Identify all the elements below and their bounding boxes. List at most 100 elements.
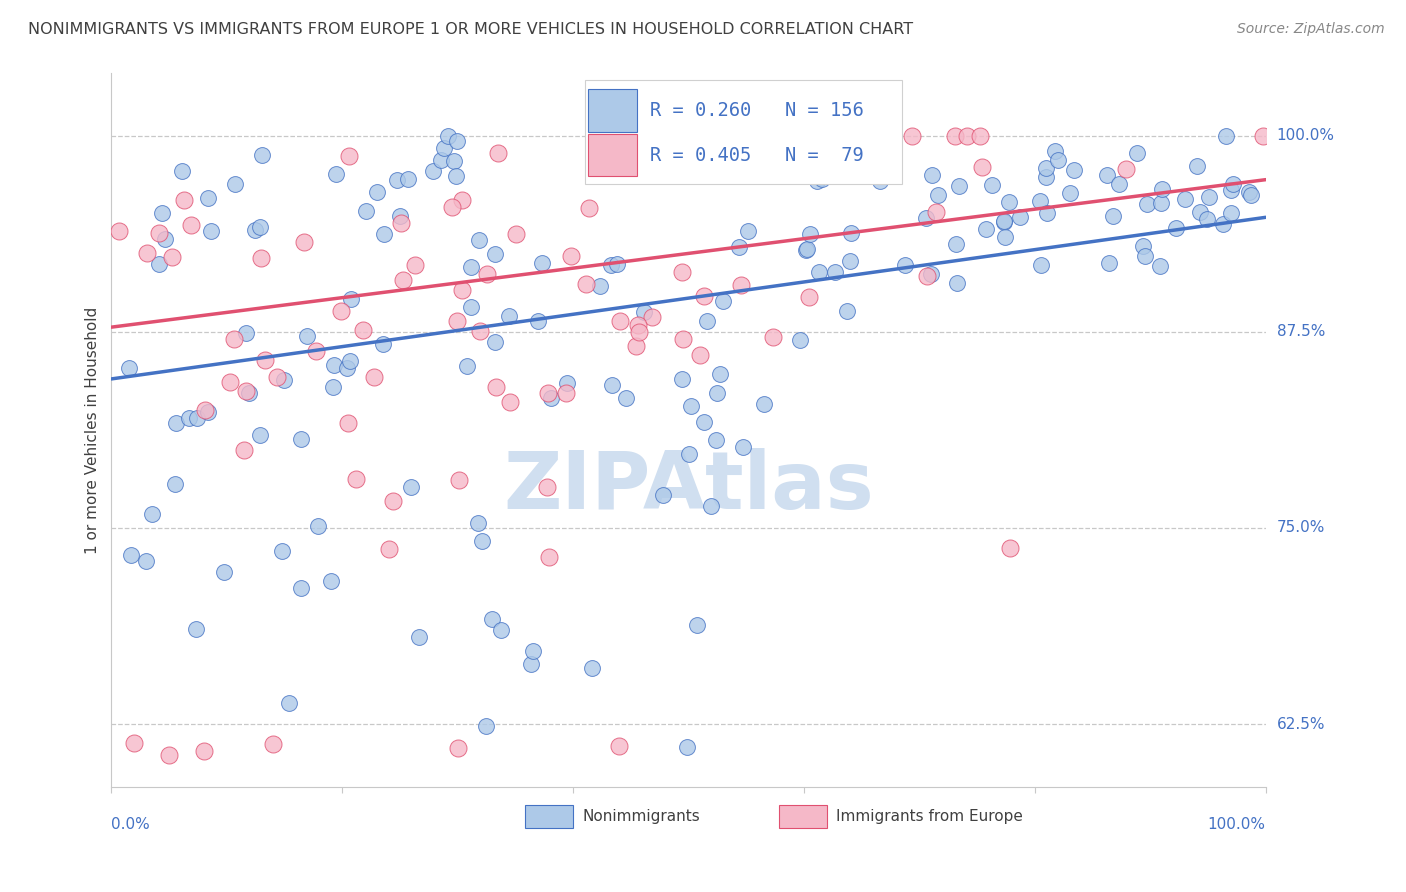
- Point: [681, 128, 703, 143]
- Point: [945, 276, 967, 290]
- Point: [446, 314, 468, 328]
- Point: [1174, 192, 1197, 206]
- Point: [385, 173, 408, 187]
- Point: [915, 211, 938, 225]
- Point: [600, 258, 623, 272]
- Point: [340, 292, 363, 306]
- Text: 62.5%: 62.5%: [1277, 716, 1326, 731]
- Point: [484, 380, 506, 394]
- Point: [197, 404, 219, 418]
- Point: [295, 329, 318, 343]
- Point: [254, 352, 277, 367]
- Point: [193, 402, 215, 417]
- Point: [1101, 209, 1123, 223]
- Point: [377, 541, 399, 556]
- Point: [339, 354, 361, 368]
- Point: [709, 367, 731, 381]
- Point: [671, 264, 693, 278]
- Point: [323, 358, 346, 372]
- FancyBboxPatch shape: [585, 80, 903, 184]
- Point: [1035, 161, 1057, 175]
- Point: [676, 739, 699, 754]
- Point: [589, 278, 612, 293]
- Point: [794, 243, 817, 257]
- Point: [733, 440, 755, 454]
- Point: [173, 193, 195, 207]
- Point: [467, 516, 489, 531]
- Point: [1150, 182, 1173, 196]
- Point: [408, 630, 430, 644]
- Point: [262, 738, 284, 752]
- Text: 75.0%: 75.0%: [1277, 520, 1324, 535]
- Point: [391, 216, 413, 230]
- Point: [180, 219, 202, 233]
- Point: [607, 739, 630, 753]
- Point: [606, 257, 628, 271]
- Point: [219, 375, 242, 389]
- Point: [728, 240, 751, 254]
- Point: [976, 221, 998, 235]
- Point: [606, 142, 628, 156]
- Point: [1108, 177, 1130, 191]
- Point: [224, 332, 246, 346]
- Point: [141, 507, 163, 521]
- Point: [917, 268, 939, 283]
- Point: [124, 736, 146, 750]
- Point: [1136, 197, 1159, 211]
- Point: [329, 304, 352, 318]
- Point: [470, 324, 492, 338]
- Point: [1132, 239, 1154, 253]
- Point: [305, 344, 328, 359]
- Point: [540, 391, 562, 405]
- Point: [808, 265, 831, 279]
- Point: [869, 174, 891, 188]
- Point: [252, 148, 274, 162]
- Point: [388, 209, 411, 223]
- Point: [1149, 259, 1171, 273]
- Point: [598, 128, 620, 143]
- Point: [1185, 159, 1208, 173]
- Point: [443, 154, 465, 169]
- Point: [1189, 204, 1212, 219]
- Point: [993, 214, 1015, 228]
- Point: [468, 233, 491, 247]
- Point: [1063, 162, 1085, 177]
- Point: [789, 333, 811, 347]
- Point: [451, 193, 474, 207]
- Point: [290, 432, 312, 446]
- Point: [505, 227, 527, 241]
- Point: [162, 250, 184, 264]
- Point: [135, 554, 157, 568]
- Point: [689, 348, 711, 362]
- Point: [157, 748, 180, 763]
- Point: [1135, 249, 1157, 263]
- Point: [165, 417, 187, 431]
- Point: [481, 612, 503, 626]
- Y-axis label: 1 or more Vehicles in Household: 1 or more Vehicles in Household: [86, 306, 100, 554]
- Point: [120, 548, 142, 562]
- Point: [901, 128, 924, 143]
- Point: [600, 378, 623, 392]
- Point: [527, 314, 550, 328]
- Point: [399, 480, 422, 494]
- Point: [575, 277, 598, 291]
- Point: [238, 385, 260, 400]
- Point: [1043, 144, 1066, 158]
- Point: [447, 740, 470, 755]
- Point: [1240, 188, 1263, 202]
- Point: [651, 487, 673, 501]
- Point: [921, 168, 943, 182]
- Point: [797, 290, 820, 304]
- Point: [363, 369, 385, 384]
- Point: [537, 386, 560, 401]
- Point: [945, 237, 967, 252]
- Point: [373, 337, 395, 351]
- Point: [578, 201, 600, 215]
- Point: [422, 164, 444, 178]
- Point: [1115, 162, 1137, 177]
- Point: [447, 473, 470, 487]
- Point: [1219, 183, 1241, 197]
- Point: [170, 164, 193, 178]
- Point: [555, 376, 578, 390]
- Point: [266, 369, 288, 384]
